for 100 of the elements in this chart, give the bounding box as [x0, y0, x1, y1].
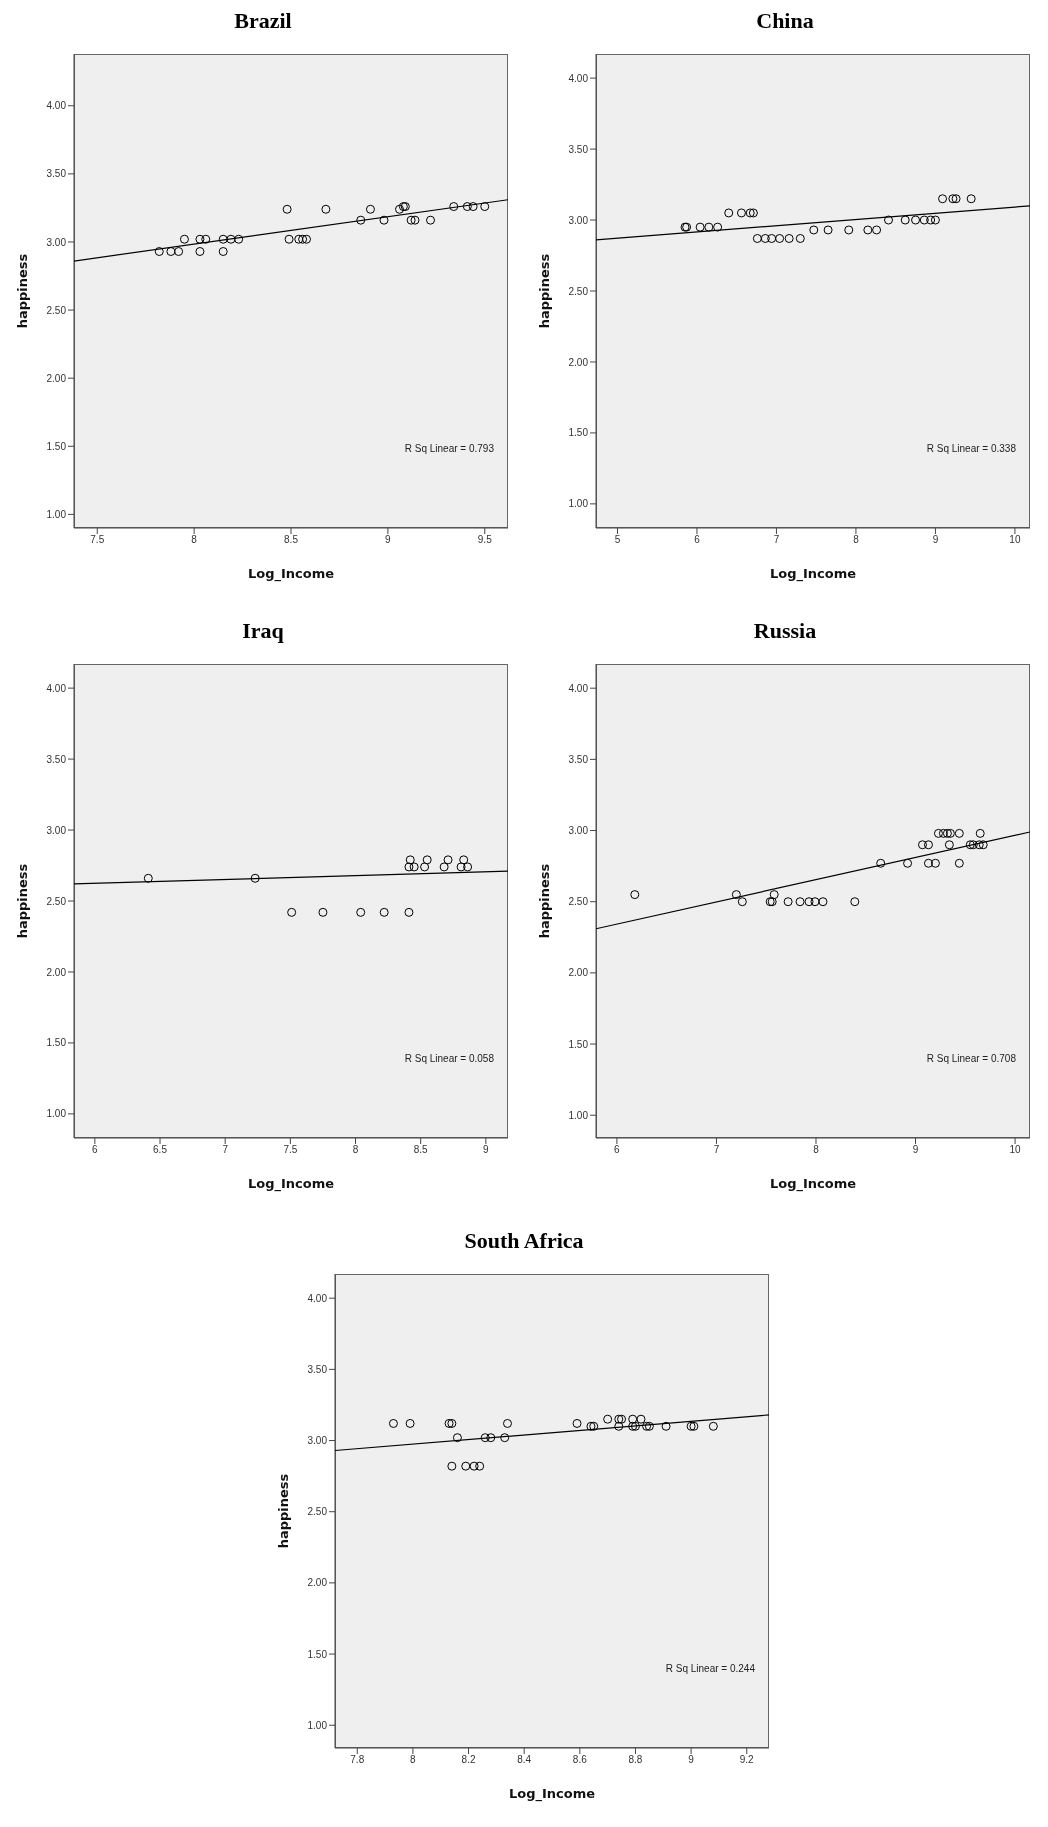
point: [468, 202, 478, 212]
point: [379, 907, 389, 917]
point: [661, 1421, 671, 1431]
x-tick-label: 5: [614, 534, 621, 546]
point: [954, 828, 964, 838]
chart-title: South Africa: [463, 1228, 585, 1255]
point: [695, 222, 705, 232]
chart-title: Iraq: [241, 618, 285, 645]
y-tick-label: 1.50: [46, 1037, 67, 1049]
y-tick-label: 1.00: [46, 1108, 67, 1120]
point: [775, 233, 785, 243]
point: [752, 233, 762, 243]
point: [933, 828, 943, 838]
point: [974, 840, 984, 850]
y-tick-label: 2.00: [568, 967, 589, 979]
point: [810, 897, 820, 907]
point: [919, 215, 929, 225]
y-tick-label: 1.50: [307, 1648, 328, 1660]
point: [420, 862, 430, 872]
point: [409, 862, 419, 872]
y-tick-label: 3.00: [568, 825, 589, 837]
point: [923, 858, 933, 868]
point: [166, 247, 176, 256]
y-tick-label: 4.00: [307, 1292, 328, 1304]
point: [447, 1461, 457, 1471]
x-tick-label: 8.2: [461, 1754, 476, 1766]
point: [724, 208, 734, 218]
point: [844, 225, 854, 235]
x-tick-label: 9: [483, 1144, 490, 1156]
x-tick-label: 8.6: [572, 1754, 588, 1766]
y-tick-label: 1.50: [46, 440, 67, 452]
point: [226, 234, 236, 244]
y-tick-label: 2.50: [46, 895, 67, 907]
point: [154, 247, 164, 256]
y-tick-label: 2.50: [568, 896, 589, 908]
point: [486, 1433, 496, 1443]
x-tick-label: 10: [1009, 534, 1021, 546]
point: [767, 233, 777, 243]
annotation: R Sq Linear = 0.244: [665, 1662, 755, 1674]
point: [469, 1461, 479, 1471]
y-tick-label: 3.00: [568, 214, 589, 226]
x-tick-label: 9: [912, 1144, 919, 1156]
x-tick-label: 7.5: [90, 534, 105, 546]
y-tick-label: 1.50: [568, 427, 589, 439]
point: [795, 897, 805, 907]
y-tick-label: 4.00: [46, 100, 67, 112]
x-tick-label: 7: [713, 1144, 720, 1156]
point: [426, 215, 435, 225]
point: [388, 1418, 398, 1428]
y-tick-label: 3.00: [307, 1435, 328, 1447]
point: [863, 225, 873, 235]
y-tick-label: 2.50: [46, 304, 67, 316]
y-tick-label: 2.00: [46, 372, 67, 384]
point: [395, 204, 404, 214]
point: [406, 215, 416, 225]
point: [614, 1421, 624, 1431]
point: [463, 862, 473, 872]
point: [636, 1414, 646, 1424]
point: [954, 858, 964, 868]
point: [143, 873, 153, 883]
point: [708, 1421, 718, 1431]
y-axis-title: happiness: [14, 863, 30, 939]
chart-title: Russia: [752, 618, 818, 645]
x-tick-label: 7.5: [283, 1144, 298, 1156]
point: [459, 855, 469, 865]
point: [284, 234, 294, 244]
point: [218, 247, 228, 256]
annotation: R Sq Linear = 0.708: [926, 1052, 1016, 1064]
point: [784, 233, 794, 243]
point: [603, 1414, 613, 1424]
y-tick-label: 3.50: [307, 1363, 328, 1375]
x-tick-label: 8: [853, 534, 860, 546]
point: [480, 202, 490, 212]
x-axis-title: Log_Income: [769, 1176, 857, 1192]
point: [918, 840, 927, 850]
x-tick-label: 8.5: [413, 1144, 429, 1156]
point: [975, 828, 985, 838]
point: [783, 897, 793, 907]
point: [823, 225, 833, 235]
x-tick-label: 7: [773, 534, 780, 546]
y-tick-label: 4.00: [568, 72, 589, 84]
point: [923, 840, 933, 850]
point: [174, 247, 184, 256]
point: [926, 215, 936, 225]
point: [405, 855, 415, 865]
x-tick-label: 9: [688, 1754, 695, 1766]
x-tick-label: 8.4: [517, 1754, 532, 1766]
point: [938, 828, 948, 838]
x-tick-label: 9.5: [477, 534, 493, 546]
y-tick-label: 3.50: [46, 168, 67, 180]
x-axis-title: Log_Income: [508, 1786, 596, 1802]
y-tick-label: 1.50: [568, 1038, 589, 1050]
point: [218, 234, 228, 244]
x-tick-label: 8: [191, 534, 198, 546]
x-tick-label: 10: [1009, 1144, 1022, 1156]
point: [321, 204, 331, 214]
point: [195, 247, 205, 256]
y-tick-label: 3.50: [568, 753, 589, 765]
x-tick-label: 7: [222, 1144, 229, 1156]
x-axis-title: Log_Income: [769, 566, 857, 582]
